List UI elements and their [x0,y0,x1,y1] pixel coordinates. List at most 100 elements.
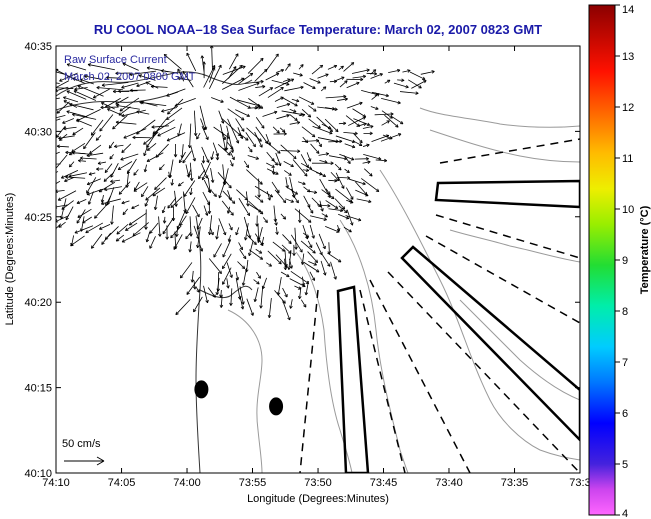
current-vector [77,208,92,218]
current-vector-head [305,170,309,173]
current-vector [348,178,366,185]
current-vector-head [290,305,293,309]
current-vector-head [250,313,254,316]
current-vector-head [210,232,214,236]
current-vector [180,262,193,279]
colorbar-tick-label: 7 [622,357,628,369]
current-vector-head [211,157,214,160]
current-vector [309,78,321,84]
current-vector-head [345,80,348,84]
current-vector [285,63,291,71]
current-vector-head [160,70,164,73]
y-tick-label: 40:30 [24,126,52,138]
current-vector-head [299,250,303,253]
current-vector [353,133,363,144]
current-vector [56,163,61,165]
current-vector-head [231,274,233,278]
current-vector-head [227,285,230,289]
current-vector-head [235,141,239,144]
current-vector [289,108,297,113]
current-vector-head [170,234,172,239]
current-vector-head [110,221,113,225]
current-vector-head [190,279,193,283]
current-vector-head [351,141,356,144]
current-vector [411,80,427,89]
current-vector-head [377,93,380,97]
current-vector-head [164,53,168,56]
survey-transect [439,138,580,164]
current-vector-head [63,100,66,104]
current-vector [271,158,278,166]
current-vector [409,71,426,80]
current-vector-head [347,177,351,180]
current-vector [262,111,278,117]
current-vector-head [141,194,145,198]
current-vector-head [116,103,120,106]
current-vector-head [121,151,125,154]
current-vector [185,197,196,214]
current-vector-head [274,163,278,166]
current-vector-head [121,239,125,243]
current-vector-head [407,70,411,73]
current-vector [225,133,229,151]
current-vector-head [223,147,226,151]
current-vector-head [40,120,42,122]
current-vector-head [109,157,113,160]
current-vector-head [230,213,234,216]
current-vector-head [144,204,148,207]
current-vector-head [143,143,147,145]
bathymetry-contour [419,107,580,128]
current-vector [245,132,256,148]
current-vector-head [245,165,249,169]
current-vector-head [208,231,210,235]
current-vector-head [44,146,46,148]
current-vector-head [218,194,220,199]
current-vector [248,249,263,260]
current-vector-head [283,248,286,252]
current-vector [218,177,227,199]
current-vector-head [64,178,67,182]
current-vector [176,226,179,237]
current-vector-head [315,138,320,141]
current-vector-head [301,283,304,287]
current-vector-head [248,252,250,256]
current-vector-head [307,221,312,223]
current-vector-head [390,113,394,116]
colorbar-tick-label: 6 [622,408,628,420]
current-vector [178,151,186,163]
current-vector-head [253,243,257,245]
x-axis-label: Longitude (Degrees:Minutes) [247,493,389,505]
current-vector-head [285,266,288,270]
x-tick-label: 73:35 [501,477,529,489]
current-vector [371,93,380,100]
current-vector-head [339,259,342,263]
current-vector-head [255,241,257,245]
current-vector [97,161,106,165]
scale-arrow [64,456,105,466]
current-vectors [32,46,435,321]
current-vector-head [84,74,88,77]
current-vector-head [317,269,320,273]
current-vector [298,96,315,105]
current-vector-head [152,130,155,134]
current-vector-head [206,160,209,163]
current-vector-head [155,156,159,158]
current-vector [249,204,262,213]
current-vector [72,127,84,136]
current-vector-head [270,87,274,91]
colorbar-label: Temperature (°C) [639,205,651,294]
current-vector-head [54,168,55,171]
current-vector-head [347,176,351,179]
current-vector-head [340,208,344,212]
current-vector-head [278,262,282,265]
current-vector-head [151,126,155,129]
current-vector-head [46,156,48,158]
current-vector-head [167,112,171,115]
current-vector [136,111,150,115]
current-vector-head [146,147,149,151]
current-vector-head [209,232,212,236]
current-vector-head [32,78,35,79]
current-vector [175,299,191,315]
current-vector-head [136,111,140,114]
current-vector-head [40,73,43,74]
